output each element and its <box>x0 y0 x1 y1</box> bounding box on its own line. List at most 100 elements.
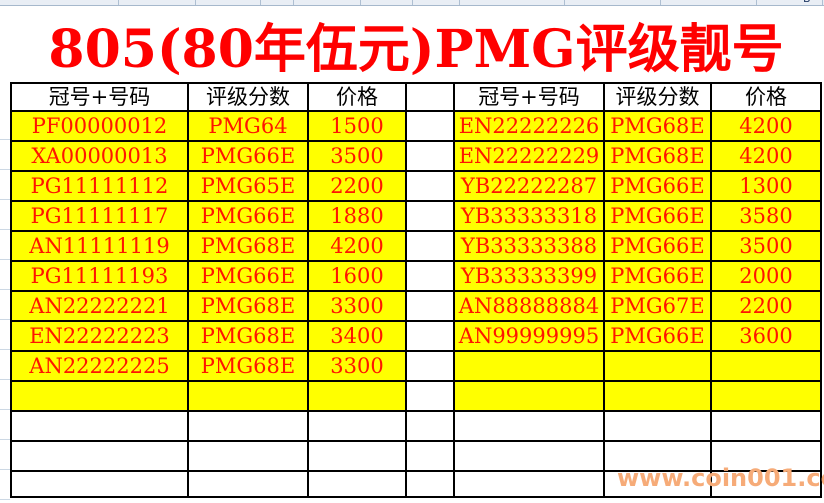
empty-yellow-cell <box>189 382 309 412</box>
serial-cell: YB22222287 <box>455 172 605 202</box>
left-header-grade: 评级分数 <box>189 84 309 112</box>
right-header-price: 价格 <box>712 84 822 112</box>
gap-cell <box>407 382 455 412</box>
grade-cell: PMG67E <box>605 292 712 322</box>
price-table: 冠号+号码 评级分数 价格 冠号+号码 评级分数 价格 PF00000012 P… <box>10 82 822 498</box>
price-cell: 3500 <box>712 232 822 262</box>
grid-divider <box>459 0 460 5</box>
gap-cell <box>407 142 455 172</box>
price-cell: 4200 <box>712 142 822 172</box>
gap-cell <box>407 352 455 382</box>
empty-white-cell <box>309 472 407 498</box>
price-cell: 3400 <box>309 322 407 352</box>
price-cell: 3300 <box>309 292 407 322</box>
price-cell: 3300 <box>309 352 407 382</box>
gap-cell <box>407 292 455 322</box>
empty-yellow-cell <box>712 382 822 412</box>
serial-cell: PG11111117 <box>12 202 189 232</box>
empty-white-cell <box>309 442 407 472</box>
empty-yellow-cell <box>12 382 189 412</box>
grade-cell: PMG66E <box>605 322 712 352</box>
grade-cell: PMG66E <box>605 202 712 232</box>
price-cell: 1880 <box>309 202 407 232</box>
spreadsheet-top-chrome: B <box>0 0 824 6</box>
gap-cell <box>407 472 455 498</box>
serial-cell: PF00000012 <box>12 112 189 142</box>
price-cell: 3600 <box>712 322 822 352</box>
serial-cell: AN88888884 <box>455 292 605 322</box>
grid-divider <box>564 0 565 5</box>
price-cell: 2000 <box>712 262 822 292</box>
grid-divider <box>195 0 196 5</box>
serial-cell: AN11111119 <box>12 232 189 262</box>
column-letter: B <box>803 0 811 5</box>
grade-cell: PMG66E <box>189 202 309 232</box>
price-cell: 1300 <box>712 172 822 202</box>
empty-white-cell <box>309 412 407 442</box>
right-header-grade: 评级分数 <box>605 84 712 112</box>
watermark: www.coin001.com <box>617 464 824 492</box>
grade-cell: PMG68E <box>189 322 309 352</box>
grade-cell: PMG66E <box>605 232 712 262</box>
price-cell: 4200 <box>712 112 822 142</box>
left-header-serial: 冠号+号码 <box>12 84 189 112</box>
empty-white-cell <box>605 442 712 472</box>
grade-cell: PMG64 <box>189 112 309 142</box>
serial-cell: XA00000013 <box>12 142 189 172</box>
grade-cell: PMG66E <box>189 142 309 172</box>
empty-white-cell <box>712 472 822 498</box>
gap-cell <box>407 112 455 142</box>
empty-white-cell <box>455 412 605 442</box>
page-title: 805(80年伍元)PMG评级靓号 <box>48 18 784 80</box>
grade-cell: PMG66E <box>189 262 309 292</box>
grade-cell: PMG68E <box>605 112 712 142</box>
gap-cell <box>407 202 455 232</box>
serial-cell: PG11111193 <box>12 262 189 292</box>
grade-cell: PMG68E <box>189 232 309 262</box>
empty-white-cell <box>189 412 309 442</box>
empty-yellow-cell <box>605 382 712 412</box>
price-cell: 2200 <box>309 172 407 202</box>
grid-divider <box>412 0 413 5</box>
grade-cell: PMG65E <box>189 172 309 202</box>
grade-cell: PMG68E <box>189 292 309 322</box>
price-cell: 1600 <box>309 262 407 292</box>
empty-white-cell <box>189 442 309 472</box>
price-cell: 3500 <box>309 142 407 172</box>
empty-yellow-cell <box>309 382 407 412</box>
empty-white-cell <box>12 472 189 498</box>
empty-white-cell <box>455 472 605 498</box>
empty-white-cell <box>605 412 712 442</box>
spreadsheet-left-margin <box>0 110 10 500</box>
serial-cell: YB33333318 <box>455 202 605 232</box>
empty-white-cell <box>605 472 712 498</box>
empty-yellow-cell <box>605 352 712 382</box>
empty-yellow-cell <box>455 352 605 382</box>
serial-cell: AN22222225 <box>12 352 189 382</box>
serial-cell: EN22222226 <box>455 112 605 142</box>
left-header-price: 价格 <box>309 84 407 112</box>
empty-white-cell <box>455 442 605 472</box>
grid-divider <box>118 0 119 5</box>
gap-cell <box>407 172 455 202</box>
serial-cell: AN99999995 <box>455 322 605 352</box>
gap-cell <box>407 232 455 262</box>
grade-cell: PMG68E <box>605 142 712 172</box>
empty-white-cell <box>712 442 822 472</box>
grid-divider <box>360 0 361 5</box>
serial-cell: AN22222221 <box>12 292 189 322</box>
empty-white-cell <box>12 442 189 472</box>
serial-cell: EN22222223 <box>12 322 189 352</box>
grid-divider <box>260 0 261 5</box>
gap-cell <box>407 412 455 442</box>
price-cell: 3580 <box>712 202 822 232</box>
empty-white-cell <box>12 412 189 442</box>
empty-white-cell <box>189 472 309 498</box>
serial-cell: EN22222229 <box>455 142 605 172</box>
right-header-serial: 冠号+号码 <box>455 84 605 112</box>
grid-divider <box>822 0 823 5</box>
grade-cell: PMG66E <box>605 262 712 292</box>
serial-cell: YB33333399 <box>455 262 605 292</box>
gap-cell <box>407 84 455 112</box>
